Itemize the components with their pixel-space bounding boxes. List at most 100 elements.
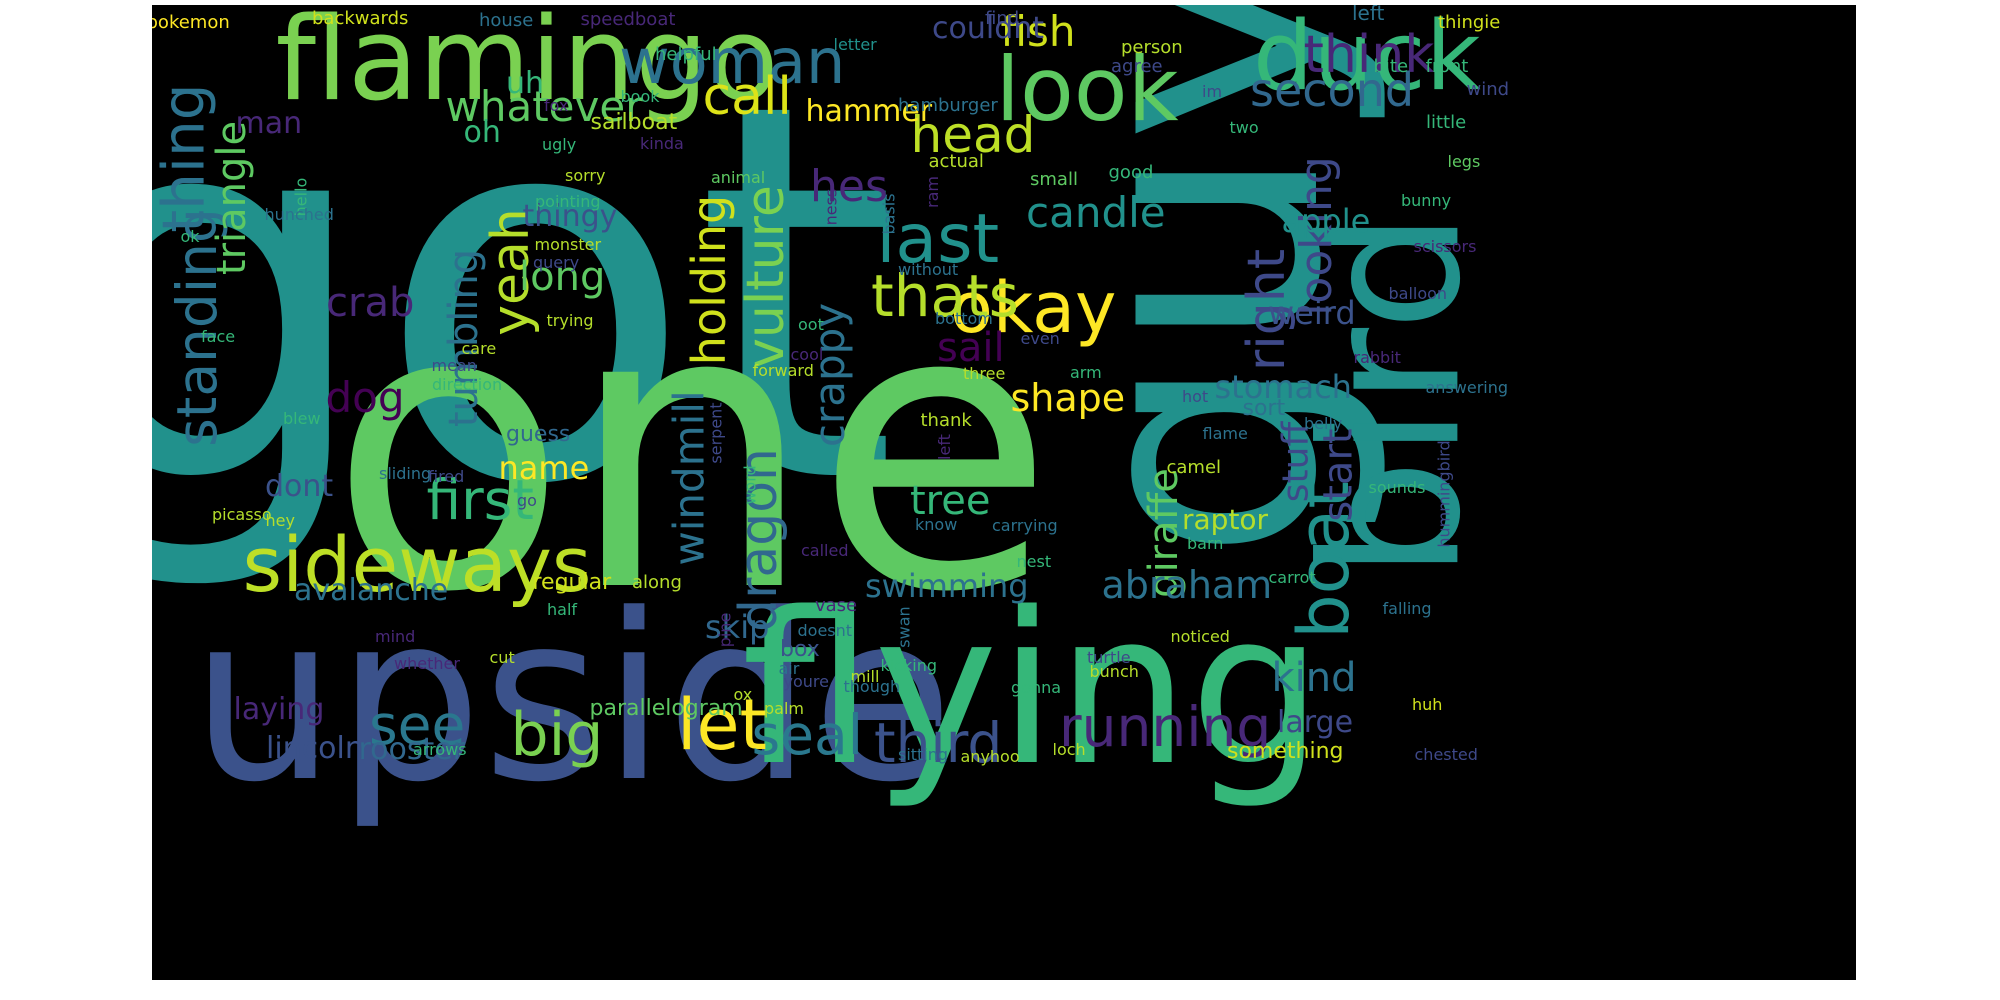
word-cloud-word: see — [369, 692, 466, 757]
word-cloud-word: look — [995, 38, 1179, 141]
word-cloud-word: pokemon — [152, 12, 230, 33]
word-cloud-word: arrows — [413, 740, 467, 759]
word-cloud-word: skip — [705, 608, 770, 646]
word-cloud-word: bottom — [935, 309, 993, 328]
word-cloud-word: flamingo — [275, 5, 779, 127]
word-cloud-word: third — [874, 710, 1003, 775]
word-cloud-word: ok — [180, 227, 200, 246]
word-cloud-word: mill — [850, 667, 880, 686]
word-cloud-word: thank — [920, 410, 972, 431]
word-cloud-word: loch — [1052, 740, 1086, 759]
word-cloud-word: ram — [922, 176, 942, 208]
word-cloud-word: camel — [1166, 457, 1222, 478]
word-cloud-word: doesnt — [797, 621, 853, 640]
word-cloud-word: belly — [1304, 414, 1343, 433]
word-cloud-word: hey — [265, 511, 295, 530]
word-cloud-word: raptor — [1182, 503, 1269, 536]
word-cloud-word: long — [519, 254, 606, 300]
word-cloud-word: thats — [871, 262, 1020, 330]
word-cloud-word: gonna — [1011, 678, 1062, 697]
word-cloud-word: swan — [894, 606, 914, 648]
word-cloud-word: pine — [714, 612, 734, 648]
word-cloud-word: crab — [326, 280, 415, 326]
word-cloud-word: vase — [815, 595, 858, 616]
word-cloud-word: called — [801, 541, 849, 560]
word-cloud-word: bite — [1373, 56, 1409, 77]
word-cloud-word: im — [1202, 82, 1223, 101]
word-cloud-word: parallelogram — [589, 696, 743, 721]
word-cloud-word: bunch — [1089, 662, 1139, 681]
word-cloud-word: oh — [463, 115, 501, 150]
word-cloud-word: box — [780, 637, 820, 662]
word-cloud-word: think — [1303, 25, 1435, 85]
word-cloud-word: man — [235, 106, 303, 141]
word-cloud-word: stomach — [1214, 368, 1352, 406]
word-cloud-word: book — [620, 87, 660, 106]
word-cloud-word: though — [843, 677, 901, 696]
word-cloud-word: thingie — [1438, 12, 1501, 33]
word-cloud-word: picasso — [212, 505, 272, 524]
word-cloud-word: large — [1277, 705, 1354, 740]
word-cloud-word: dont — [265, 469, 334, 504]
word-cloud-word: know — [915, 515, 958, 534]
word-cloud-word: two — [1229, 118, 1259, 137]
word-cloud-word: little — [1426, 112, 1467, 133]
word-cloud-word: swimming — [865, 567, 1029, 605]
word-cloud-word: whether — [394, 654, 460, 673]
word-cloud-word: direction — [432, 375, 503, 394]
word-cloud-word: along — [632, 572, 682, 593]
word-cloud-word: half — [547, 600, 578, 619]
word-cloud-word: noticed — [1170, 627, 1230, 646]
word-cloud-word: tree — [910, 478, 991, 524]
word-cloud-word: triangle — [209, 120, 256, 276]
word-cloud-word: got — [152, 5, 899, 598]
word-cloud-word: uh — [506, 66, 545, 101]
word-cloud-word: kind — [1271, 655, 1357, 701]
word-cloud-word: letter — [833, 35, 877, 54]
word-cloud-word: falling — [1382, 599, 1432, 618]
word-cloud-word: cut — [489, 648, 515, 667]
word-cloud-word: query — [533, 253, 580, 272]
word-cloud-word: pointing — [535, 192, 601, 211]
word-cloud-word: head — [910, 106, 1036, 164]
word-cloud-word: woman — [619, 25, 846, 98]
word-cloud-word: anyhoo — [960, 747, 1020, 766]
word-cloud-word: start — [1315, 428, 1362, 522]
word-cloud-word: air — [778, 659, 800, 678]
word-cloud-word: small — [1030, 169, 1078, 190]
word-cloud-word: sounds — [1368, 478, 1426, 497]
word-cloud-word: vulture — [735, 185, 796, 369]
word-cloud-word: left — [1352, 5, 1385, 25]
word-cloud-word: sorry — [565, 166, 606, 185]
word-cloud-word: person — [1121, 37, 1183, 58]
word-cloud-word: huh — [1412, 695, 1443, 714]
word-cloud-word: trying — [546, 311, 594, 330]
word-cloud-word: wind — [1466, 79, 1510, 100]
word-cloud-word: left — [934, 434, 954, 460]
word-cloud-word: laying — [233, 692, 325, 727]
word-cloud-word: first — [426, 467, 534, 532]
word-cloud-word: fired — [428, 467, 465, 486]
word-cloud-word: ugly — [542, 135, 577, 154]
word-cloud-word: basis — [879, 193, 899, 235]
word-cloud-word: legs — [1447, 152, 1481, 171]
word-cloud-word: abraham — [1101, 563, 1273, 607]
word-cloud-word: youre — [783, 672, 829, 691]
word-cloud-word: rooster — [358, 732, 466, 767]
word-cloud-word: sliding — [379, 464, 432, 483]
word-cloud-word: sideways — [242, 520, 592, 609]
word-cloud-word: big — [510, 700, 604, 770]
word-cloud-word: arm — [1070, 363, 1102, 382]
word-cloud-word: kicking — [880, 656, 938, 675]
word-cloud-word: carrot — [1268, 568, 1316, 587]
word-cloud-word: chested — [1414, 745, 1478, 764]
word-cloud-word: hot — [1182, 387, 1209, 406]
word-cloud-word: last — [876, 200, 1000, 279]
word-cloud-word: hamburger — [898, 95, 998, 116]
word-cloud-word: guess — [506, 422, 571, 447]
word-cloud-word: seal — [751, 702, 863, 767]
word-cloud: got one guy upside flying bird flamingo duck loo… — [152, 5, 1856, 980]
word-cloud-word: scissors — [1413, 237, 1477, 256]
word-cloud-word: nest — [1016, 552, 1052, 571]
word-cloud-word: backwards — [312, 8, 409, 29]
